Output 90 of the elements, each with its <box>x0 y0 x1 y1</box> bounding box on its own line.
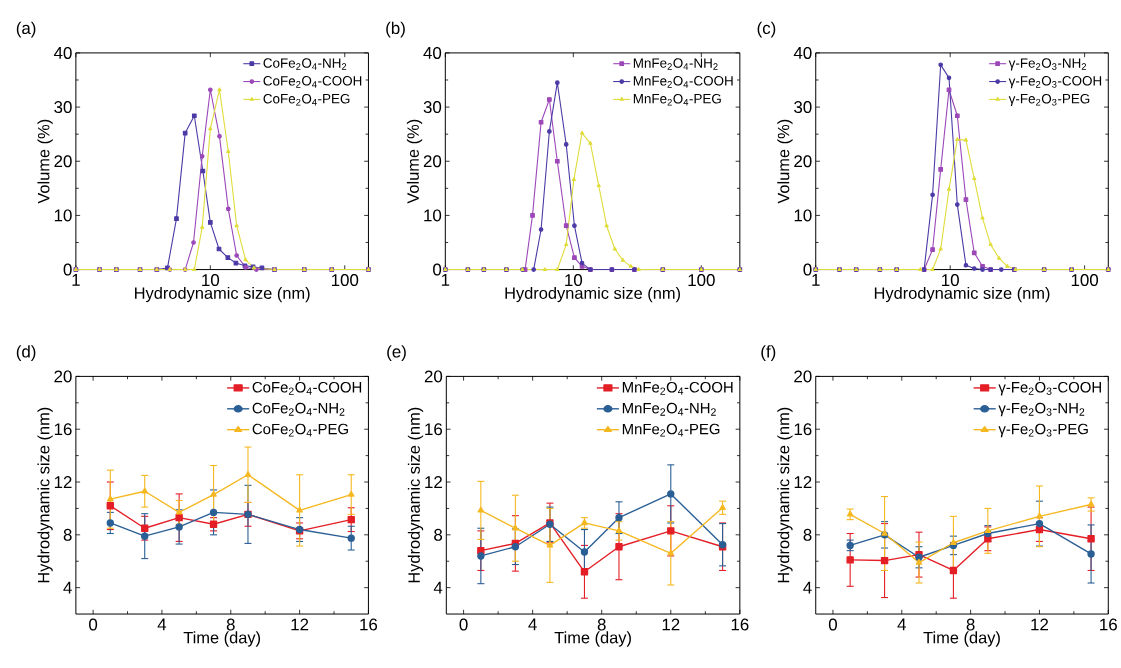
y-tick-label: 10 <box>54 209 72 222</box>
y-tick-label: 40 <box>53 46 72 59</box>
legend-label: CoFe$_{2}$O$_{4}$-NH$_{2}$ <box>252 402 345 416</box>
legend-label: CoFe$_{2}$O$_{4}$-PEG <box>263 93 350 106</box>
x-tick-label: 16 <box>731 618 749 631</box>
x-axis-title: Hydrodynamic size (nm) <box>505 286 680 303</box>
y-tick-label: 4 <box>803 581 812 594</box>
chart-title: (d) <box>16 345 36 361</box>
y-tick-label: 30 <box>794 101 812 114</box>
x-tick-label: 4 <box>157 618 167 631</box>
x-tick-label: 1 <box>441 274 450 286</box>
x-tick-label: 100 <box>1071 274 1099 287</box>
x-tick-label: 0 <box>828 618 837 631</box>
x-tick-label: 0 <box>459 618 468 631</box>
legend-label: MnFe$_{2}$O$_{4}$-NH$_{2}$ <box>633 58 718 70</box>
legend-label: γ-Fe$_{2}$O$_{3}$-COOH <box>998 381 1101 396</box>
x-tick-label: 1 <box>72 274 80 286</box>
legend-label: γ-Fe$_{2}$O$_{3}$-NH$_{2}$ <box>1008 58 1087 71</box>
legend-label: MnFe$_{2}$O$_{4}$-PEG <box>622 423 720 437</box>
x-axis-title: Hydrodynamic size (nm) <box>874 286 1050 303</box>
chart-title: (b) <box>386 21 405 38</box>
y-tick-label: 30 <box>423 101 442 114</box>
legend-label: MnFe$_{2}$O$_{4}$-COOH <box>622 381 733 395</box>
y-tick-label: 10 <box>794 209 812 222</box>
chart-title: (e) <box>387 345 406 361</box>
y-tick-label: 8 <box>63 528 72 541</box>
legend-label: γ-Fe$_{2}$O$_{3}$-PEG <box>998 423 1088 438</box>
legend-label: MnFe$_{2}$O$_{4}$-COOH <box>633 76 733 88</box>
x-tick-label: 0 <box>89 618 98 631</box>
y-tick-label: 40 <box>793 46 812 59</box>
y-tick-label: 16 <box>794 423 812 436</box>
x-tick-label: 8 <box>226 618 235 631</box>
y-tick-label: 40 <box>423 46 442 59</box>
x-tick-label: 10 <box>565 274 583 287</box>
chart-title: (f) <box>761 345 776 361</box>
x-tick-label: 12 <box>291 618 309 631</box>
legend-label: CoFe$_{2}$O$_{4}$-PEG <box>252 423 348 437</box>
y-tick-label: 4 <box>63 581 72 594</box>
y-tick-label: 12 <box>54 476 72 488</box>
y-tick-label: 10 <box>424 209 442 222</box>
y-tick-label: 16 <box>54 423 72 436</box>
x-tick-label: 16 <box>360 618 378 631</box>
y-tick-label: 20 <box>794 370 812 383</box>
x-axis-title: Time (day) <box>554 631 631 647</box>
x-axis-title: Time (day) <box>923 631 1000 647</box>
x-tick-label: 4 <box>528 618 537 631</box>
y-axis-title: Volume (%) <box>406 119 423 204</box>
y-axis-title: Volume (%) <box>777 119 793 204</box>
y-tick-label: 0 <box>63 263 72 276</box>
x-axis-title: Time (day) <box>183 631 261 647</box>
x-tick-label: 100 <box>331 274 359 287</box>
y-tick-label: 4 <box>433 581 443 594</box>
x-tick-label: 16 <box>1100 618 1117 631</box>
y-axis-title: Hydrodynamic size (nm) <box>777 407 793 583</box>
legend-label: MnFe$_{2}$O$_{4}$-PEG <box>633 93 721 106</box>
y-axis-title: Hydrodynamic size (nm) <box>407 407 424 583</box>
legend-label: CoFe$_{2}$O$_{4}$-COOH <box>252 381 362 395</box>
legend-label: MnFe$_{2}$O$_{4}$-NH$_{2}$ <box>622 402 716 416</box>
y-tick-label: 20 <box>423 155 442 168</box>
y-axis-title: Hydrodynamic size (nm) <box>37 407 53 583</box>
chart-title: (c) <box>757 21 776 38</box>
y-tick-label: 30 <box>54 101 72 114</box>
y-tick-label: 0 <box>433 263 442 276</box>
x-tick-label: 1 <box>812 274 820 286</box>
x-tick-label: 8 <box>966 618 975 631</box>
y-tick-label: 20 <box>424 370 443 383</box>
x-tick-label: 12 <box>1031 618 1048 631</box>
x-tick-label: 10 <box>942 274 959 287</box>
y-tick-label: 12 <box>425 476 442 488</box>
x-tick-label: 12 <box>662 618 680 631</box>
y-axis-title: Volume (%) <box>37 119 53 204</box>
y-tick-label: 12 <box>794 476 812 488</box>
y-tick-label: 8 <box>803 528 812 541</box>
legend-label: γ-Fe$_{2}$O$_{3}$-NH$_{2}$ <box>998 402 1085 417</box>
chart-title: (a) <box>16 21 36 38</box>
x-tick-label: 10 <box>202 274 220 287</box>
x-tick-label: 100 <box>688 274 715 287</box>
x-tick-label: 4 <box>897 618 906 631</box>
y-tick-label: 8 <box>434 528 443 541</box>
x-axis-title: Hydrodynamic size (nm) <box>135 286 310 303</box>
legend-label: CoFe$_{2}$O$_{4}$-NH$_{2}$ <box>263 58 347 70</box>
y-tick-label: 20 <box>54 155 72 168</box>
legend-label: γ-Fe$_{2}$O$_{3}$-PEG <box>1008 93 1090 107</box>
legend-label: CoFe$_{2}$O$_{4}$-COOH <box>263 76 362 88</box>
y-tick-label: 16 <box>425 423 443 436</box>
y-tick-label: 0 <box>803 263 812 276</box>
x-tick-label: 8 <box>597 618 606 631</box>
y-tick-label: 20 <box>794 155 812 168</box>
legend-label: γ-Fe$_{2}$O$_{3}$-COOH <box>1008 76 1102 89</box>
y-tick-label: 20 <box>54 370 72 383</box>
